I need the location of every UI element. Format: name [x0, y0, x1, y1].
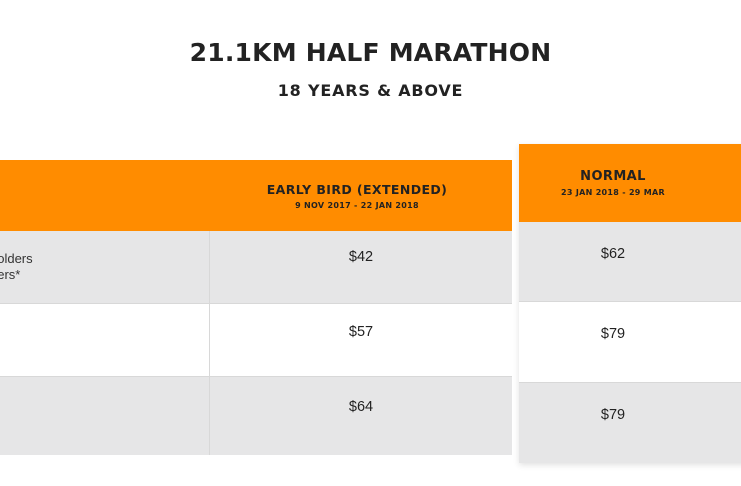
- early-bird-header-label-group: EARLY BIRD (EXTENDED) 9 NOV 2017 - 22 JA…: [210, 182, 504, 210]
- early-bird-title: EARLY BIRD (EXTENDED): [266, 181, 448, 197]
- normal-price-cell: $62: [519, 222, 741, 301]
- category-cell: #: [0, 304, 210, 376]
- early-bird-dates: 9 NOV 2017 - 22 JAN 2018: [295, 200, 419, 210]
- normal-price-cell: $79: [519, 302, 741, 382]
- pricing-table-normal: NORMAL 23 JAN 2018 - 29 MAR $62 $79 $79: [519, 144, 741, 463]
- early-bird-price: $42: [348, 249, 374, 265]
- normal-dates: 23 JAN 2018 - 29 MAR: [561, 188, 665, 197]
- normal-price: $62: [600, 246, 626, 262]
- pricing-table-early-bird: EARLY BIRD (EXTENDED) 9 NOV 2017 - 22 JA…: [0, 160, 512, 455]
- early-bird-price: $64: [348, 399, 374, 415]
- category-cell: [0, 377, 210, 455]
- early-bird-header: EARLY BIRD (EXTENDED) 9 NOV 2017 - 22 JA…: [0, 160, 512, 231]
- normal-price: $79: [600, 407, 626, 423]
- normal-header: NORMAL 23 JAN 2018 - 29 MAR: [519, 144, 741, 222]
- category-text: bers*: [0, 267, 21, 282]
- table-row: $79: [519, 302, 741, 383]
- table-row: $64: [0, 377, 512, 455]
- normal-price: $79: [600, 326, 626, 342]
- normal-header-label-group: NORMAL 23 JAN 2018 - 29 MAR: [561, 169, 665, 197]
- page-title: 21.1KM HALF MARATHON: [189, 38, 552, 67]
- table-row: $79: [519, 383, 741, 463]
- normal-title: NORMAL: [580, 169, 646, 184]
- early-bird-price: $57: [348, 324, 374, 340]
- category-text: #: [0, 325, 209, 341]
- table-row: holders bers* $42: [0, 231, 512, 304]
- category-text: holders: [0, 251, 33, 266]
- page-subtitle: 18 YEARS & ABOVE: [277, 81, 464, 100]
- table-row: $62: [519, 222, 741, 302]
- table-row: # $57: [0, 304, 512, 377]
- category-cell: holders bers*: [0, 231, 210, 303]
- normal-price-cell: $79: [519, 383, 741, 463]
